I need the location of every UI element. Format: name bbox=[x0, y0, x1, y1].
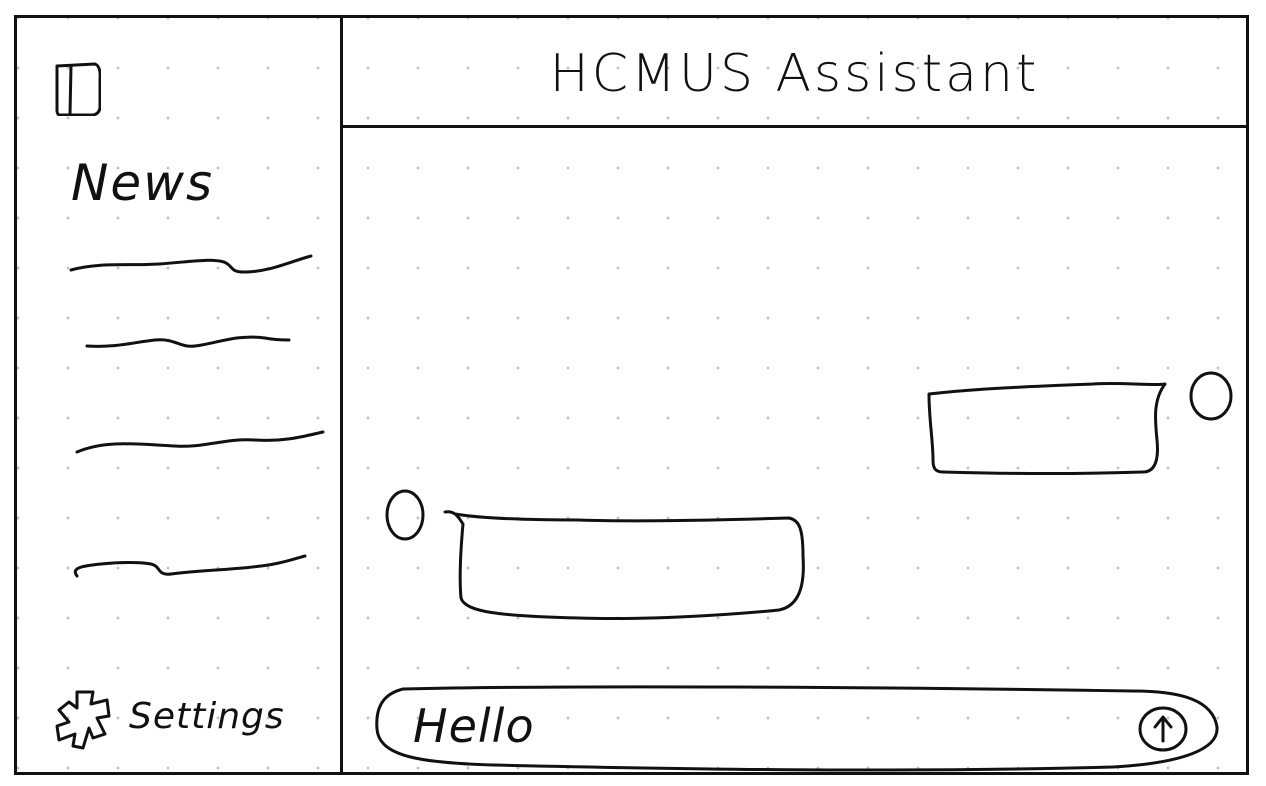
main-panel: HCMUS Assistant bbox=[343, 18, 1246, 772]
news-item[interactable] bbox=[71, 552, 309, 582]
news-heading: News bbox=[71, 154, 215, 212]
sidebar-toggle-button[interactable] bbox=[55, 60, 101, 116]
app-title: HCMUS Assistant bbox=[549, 44, 1040, 104]
assistant-message-bubble bbox=[443, 510, 805, 621]
sidebar: News Settings bbox=[17, 18, 343, 772]
assistant-avatar bbox=[385, 489, 425, 541]
user-message-bubble bbox=[927, 381, 1167, 475]
gear-icon bbox=[55, 690, 111, 750]
news-item[interactable] bbox=[85, 330, 293, 360]
send-button[interactable] bbox=[1137, 705, 1189, 753]
settings-label: Settings bbox=[129, 696, 285, 737]
user-avatar bbox=[1189, 371, 1233, 421]
app-window: News Settings bbox=[14, 15, 1249, 775]
header: HCMUS Assistant bbox=[343, 18, 1246, 128]
settings-button[interactable]: Settings bbox=[55, 684, 284, 750]
news-item[interactable] bbox=[69, 250, 313, 280]
news-item[interactable] bbox=[75, 430, 325, 460]
sidebar-toggle-icon bbox=[55, 62, 101, 116]
message-input[interactable] bbox=[413, 691, 1113, 761]
message-composer bbox=[373, 683, 1221, 773]
arrow-up-icon bbox=[1138, 706, 1188, 752]
